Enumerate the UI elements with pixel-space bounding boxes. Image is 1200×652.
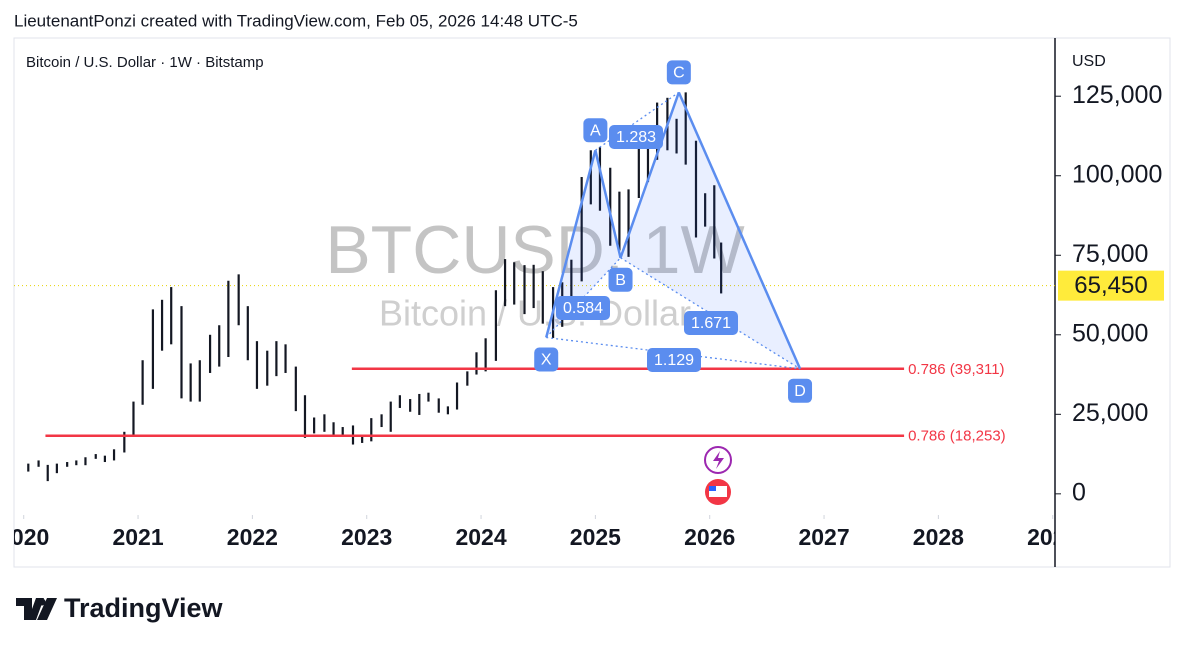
pattern-leg (594, 150, 622, 259)
brand-dot (38, 598, 46, 606)
pattern-ratio-box (556, 296, 610, 320)
y-tick-label: 0 (1072, 478, 1086, 506)
y-tick-label: 75,000 (1072, 240, 1148, 268)
x-tick-label: 2029 (1027, 524, 1078, 550)
header: LieutenantPonzi created with TradingView… (14, 11, 578, 30)
pattern-point-label: A (590, 123, 601, 140)
brand-logo: TradingView (16, 593, 224, 623)
x-axis: 2020 2021 2022 2023 2024 2025 2026 2027 2028 2029 (0, 515, 1078, 550)
watermark: BTCUSD, 1W Bitcoin / U.S. Dollar (325, 212, 744, 334)
event-icon-flag-canton (709, 486, 716, 491)
event-icon-flag-inner (709, 486, 727, 497)
y-tick-label: 125,000 (1072, 81, 1162, 109)
x-tick-label: 2027 (798, 524, 849, 550)
pattern-ratio: 1.283 (616, 129, 656, 146)
x-tick-label: 2026 (684, 524, 735, 550)
y-tick-label: 50,000 (1072, 319, 1148, 347)
chart-frame (13, 37, 1171, 568)
pattern-point-label-box (583, 118, 608, 143)
x-tick-label: 2023 (341, 524, 392, 550)
chart-title: Bitcoin / U.S. Dollar · 1W · Bitstamp (26, 54, 264, 71)
pattern-point-label: X (541, 352, 552, 369)
brand-name: TradingView (64, 593, 224, 623)
watermark-title: BTCUSD, 1W (325, 212, 744, 288)
pattern-ratio-line (545, 257, 622, 338)
pattern-leg (619, 91, 681, 259)
pattern-ratio-box (647, 348, 701, 372)
level-label: 0.786 (18,253) (908, 428, 1006, 445)
pattern-ratio: 0.584 (563, 300, 603, 317)
x-tick-label: 2020 (0, 524, 49, 550)
pattern-area (546, 150, 621, 338)
y-tick-label: 100,000 (1072, 160, 1162, 188)
plot (14, 92, 1055, 482)
x-tick-label: 2024 (455, 524, 506, 550)
pattern-point-label-box (608, 267, 633, 292)
event-icon-bolt (713, 451, 724, 469)
level-label: 0.786 (39,311) (908, 361, 1004, 378)
pattern-area (620, 92, 801, 369)
x-tick-label: 2022 (227, 524, 278, 550)
last-price-label: 65,450 (1074, 272, 1147, 299)
pattern-leg (677, 91, 802, 370)
pattern-point-label: B (615, 272, 626, 289)
watermark-subtitle: Bitcoin / U.S. Dollar (379, 293, 691, 334)
brand-mark (16, 598, 57, 620)
x-tick-label: 2025 (570, 524, 621, 550)
pattern-ratio-box (684, 311, 738, 335)
x-tick-label: 2021 (112, 524, 163, 550)
pattern-point-label-box (788, 378, 813, 403)
pattern-point-label: C (673, 65, 685, 82)
pattern-ratio-box (609, 125, 663, 149)
y-tick-label: 25,000 (1072, 399, 1148, 427)
pattern-point-label-box (534, 347, 559, 372)
pattern-point-label-box (666, 60, 691, 85)
pattern-ratio: 1.671 (691, 315, 731, 332)
pattern-leg (545, 149, 597, 338)
event-icons (704, 446, 732, 505)
currency: USD (1072, 53, 1106, 70)
last-price-tag (1058, 270, 1164, 301)
pattern-point-label: D (794, 383, 806, 400)
pattern-ratio: 1.129 (654, 352, 694, 369)
x-tick-label: 2028 (913, 524, 964, 550)
